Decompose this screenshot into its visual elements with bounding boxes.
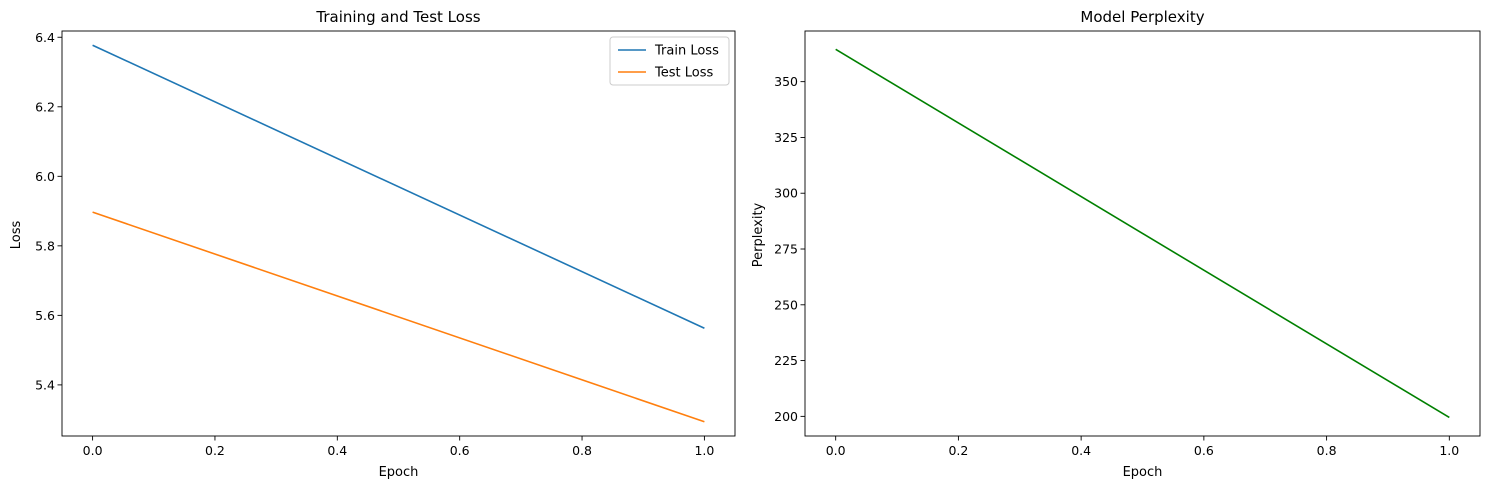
x-tick-label: 1.0 bbox=[694, 443, 714, 458]
legend: Train Loss Test Loss bbox=[609, 36, 730, 86]
chart-title: Model Perplexity bbox=[1080, 8, 1204, 26]
legend-label: Train Loss bbox=[654, 44, 719, 59]
y-tick-label: 5.4 bbox=[35, 377, 55, 392]
chart-training-test-loss: Training and Test Loss Epoch Loss 0.0 0.2… bbox=[9, 8, 736, 480]
y-tick-label: 225 bbox=[774, 353, 798, 368]
x-tick-label: 0.0 bbox=[83, 443, 103, 458]
y-tick-label: 5.8 bbox=[35, 238, 55, 253]
x-tick-label: 0.4 bbox=[327, 443, 347, 458]
y-tick-label: 6.4 bbox=[35, 30, 55, 45]
y-tick-label: 350 bbox=[774, 74, 798, 89]
x-tick-label: 0.4 bbox=[1071, 443, 1091, 458]
legend-box bbox=[609, 36, 730, 86]
x-tick-label: 0.8 bbox=[1317, 443, 1337, 458]
x-tick-label: 0.6 bbox=[1194, 443, 1214, 458]
x-tick-label: 1.0 bbox=[1439, 443, 1459, 458]
series-line-1 bbox=[92, 211, 705, 423]
y-axis-label: Perplexity bbox=[751, 202, 766, 267]
y-tick-label: 275 bbox=[774, 242, 798, 257]
x-tick-label: 0.2 bbox=[948, 443, 968, 458]
x-axis-label: Epoch bbox=[1123, 465, 1163, 480]
y-axis-label: Loss bbox=[9, 221, 24, 250]
axes-frame bbox=[61, 30, 736, 437]
y-tick-label: 250 bbox=[774, 297, 798, 312]
y-tick-label: 6.0 bbox=[35, 169, 55, 184]
chart-title: Training and Test Loss bbox=[315, 8, 480, 26]
x-tick-label: 0.6 bbox=[450, 443, 470, 458]
y-tick-label: 200 bbox=[774, 409, 798, 424]
x-tick-label: 0.0 bbox=[826, 443, 846, 458]
series-line-0 bbox=[835, 48, 1450, 419]
chart-model-perplexity: Model Perplexity Epoch Perplexity 0.0 0.2… bbox=[751, 8, 1481, 480]
x-tick-label: 0.2 bbox=[205, 443, 225, 458]
y-tick-label: 325 bbox=[774, 130, 798, 145]
axes-frame bbox=[804, 30, 1481, 437]
y-tick-label: 5.6 bbox=[35, 308, 55, 323]
legend-label: Test Loss bbox=[654, 66, 713, 81]
y-tick-label: 300 bbox=[774, 186, 798, 201]
x-axis-label: Epoch bbox=[379, 465, 419, 480]
y-tick-label: 6.2 bbox=[35, 99, 55, 114]
x-tick-label: 0.8 bbox=[572, 443, 592, 458]
series-line-0 bbox=[92, 44, 705, 329]
